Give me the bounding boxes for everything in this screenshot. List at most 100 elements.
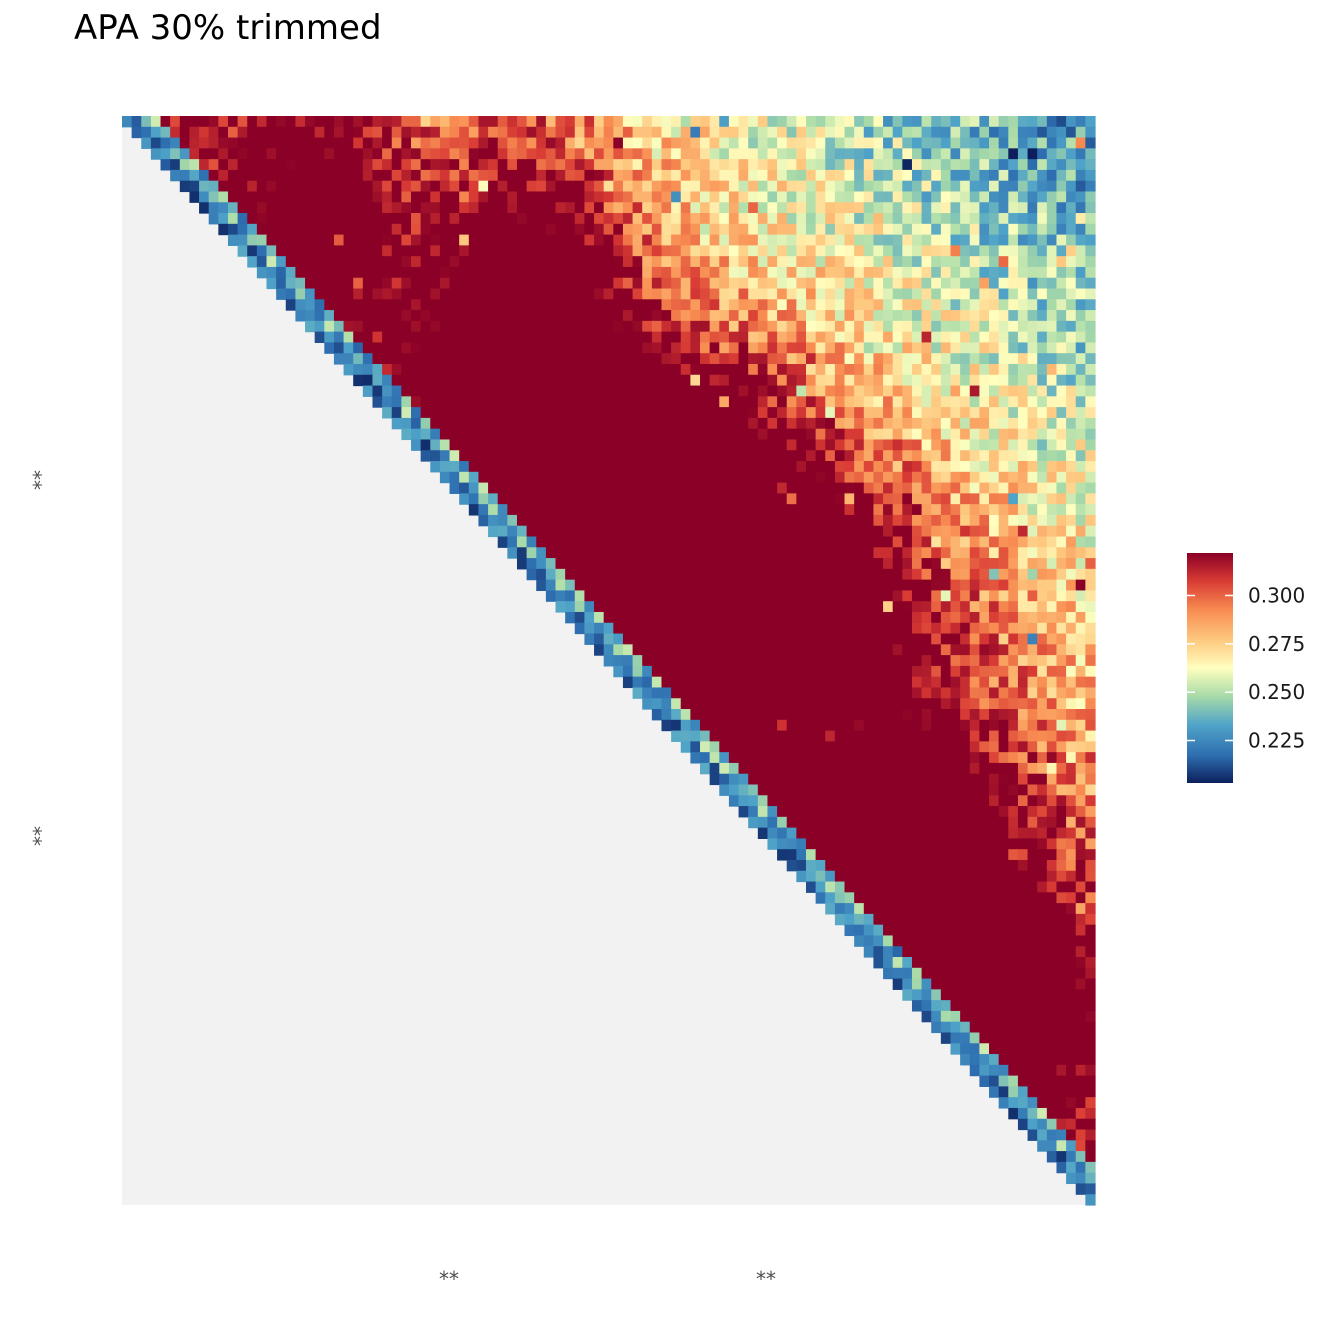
heatmap-cell: [873, 288, 884, 300]
heatmap-cell: [256, 180, 268, 193]
heatmap-cell: [488, 363, 499, 376]
heatmap-cell: [218, 159, 229, 171]
heatmap-cell: [709, 471, 720, 484]
heatmap-cell: [834, 277, 846, 290]
heatmap-cell: [574, 536, 586, 548]
heatmap-cell: [468, 428, 480, 441]
heatmap-cell: [584, 374, 595, 387]
heatmap-cell: [700, 213, 711, 225]
heatmap-cell: [719, 159, 730, 171]
heatmap-cell: [237, 202, 248, 214]
heatmap-cell: [960, 331, 971, 344]
heatmap-cell: [1046, 266, 1058, 279]
heatmap-cell: [873, 202, 884, 214]
heatmap-cell: [728, 655, 740, 667]
heatmap-cell: [863, 687, 875, 699]
heatmap-cell: [430, 180, 441, 193]
heatmap-cell: [661, 504, 672, 516]
heatmap-cell: [844, 838, 855, 850]
heatmap-cell: [391, 266, 402, 279]
heatmap-cell: [873, 245, 884, 257]
heatmap-cell: [1027, 342, 1038, 354]
heatmap-cell: [950, 461, 961, 473]
heatmap-cell: [873, 159, 884, 171]
heatmap-cell: [680, 655, 691, 667]
heatmap-cell: [815, 514, 826, 527]
heatmap-cell: [1027, 1010, 1038, 1023]
heatmap-cell: [1027, 644, 1038, 656]
heatmap-cell: [488, 310, 499, 322]
heatmap-cell: [738, 363, 749, 376]
heatmap-cell: [1027, 590, 1038, 602]
heatmap-cell: [1046, 169, 1058, 182]
heatmap-cell: [767, 417, 778, 430]
heatmap-cell: [989, 601, 1000, 613]
heatmap-cell: [449, 471, 460, 484]
heatmap-cell: [680, 482, 691, 494]
heatmap-cell: [285, 234, 296, 246]
heatmap-cell: [680, 396, 691, 408]
heatmap-cell: [690, 116, 701, 128]
heatmap-cell: [1056, 665, 1067, 678]
heatmap-cell: [1008, 116, 1019, 128]
heatmap-cell: [892, 859, 903, 872]
heatmap-cell: [728, 245, 740, 257]
heatmap-cell: [1075, 957, 1086, 969]
heatmap-cell: [931, 827, 942, 839]
heatmap-cell: [892, 892, 903, 904]
heatmap-cell: [353, 277, 364, 290]
heatmap-cell: [873, 223, 884, 236]
heatmap-cell: [613, 331, 624, 344]
heatmap-cell: [940, 353, 952, 365]
heatmap-cell: [989, 396, 1000, 408]
heatmap-cell: [468, 374, 480, 387]
heatmap-cell: [516, 256, 528, 268]
heatmap-cell: [1008, 180, 1019, 193]
heatmap-cell: [1008, 859, 1019, 872]
heatmap-cell: [1066, 514, 1077, 527]
heatmap-cell: [738, 741, 749, 753]
heatmap-cell: [362, 148, 374, 160]
heatmap-cell: [989, 245, 1000, 257]
heatmap-cell: [940, 870, 952, 883]
heatmap-cell: [584, 169, 595, 182]
heatmap-cell: [382, 126, 393, 139]
heatmap-cell: [1075, 180, 1086, 193]
heatmap-cell: [565, 514, 576, 527]
heatmap-cell: [247, 137, 258, 149]
heatmap-cell: [565, 245, 576, 257]
heatmap-cell: [873, 827, 884, 839]
heatmap-cell: [1056, 299, 1067, 311]
heatmap-cell: [1027, 169, 1038, 182]
heatmap-cell: [555, 353, 566, 365]
heatmap-cell: [834, 536, 846, 548]
heatmap-cell: [1037, 989, 1048, 1001]
heatmap-cell: [940, 903, 952, 915]
heatmap-cell: [690, 687, 701, 699]
heatmap-cell: [1046, 202, 1058, 214]
heatmap-cell: [690, 558, 701, 570]
heatmap-cell: [989, 741, 1000, 753]
heatmap-cell: [372, 148, 383, 160]
heatmap-cell: [738, 266, 749, 279]
heatmap-cell: [603, 320, 614, 333]
heatmap-cell: [979, 126, 990, 139]
heatmap-cell: [324, 288, 335, 300]
heatmap-cell: [642, 342, 653, 354]
heatmap-cell: [1075, 935, 1086, 947]
heatmap-cell: [863, 159, 875, 171]
heatmap-cell: [969, 827, 980, 839]
heatmap-cell: [516, 299, 528, 311]
heatmap-cell: [430, 407, 441, 419]
heatmap-cell: [989, 266, 1000, 279]
heatmap-cell: [969, 752, 980, 764]
heatmap-cell: [1027, 245, 1038, 257]
heatmap-cell: [353, 213, 364, 225]
heatmap-cell: [1008, 795, 1019, 807]
heatmap-cell: [266, 234, 277, 246]
heatmap-cell: [873, 547, 884, 559]
heatmap-cell: [960, 223, 971, 236]
heatmap-cell: [1008, 450, 1019, 462]
heatmap-cell: [189, 159, 200, 171]
heatmap-cell: [266, 137, 277, 149]
